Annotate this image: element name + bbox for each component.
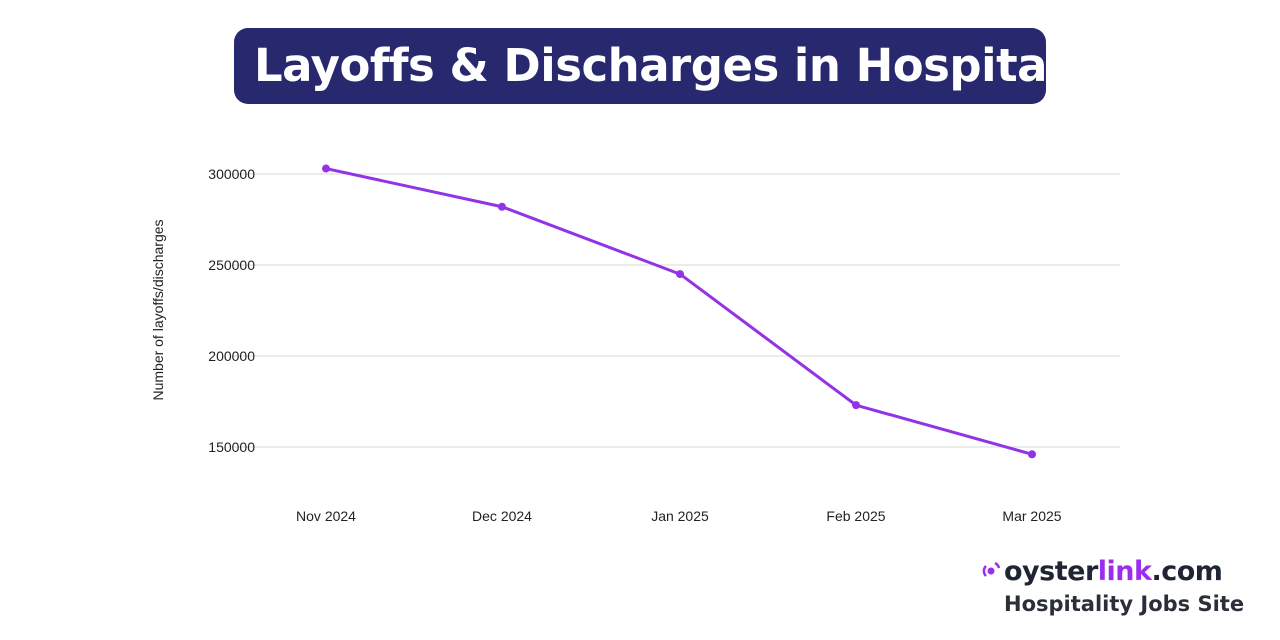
x-tick-label: Dec 2024	[472, 508, 532, 524]
data-point	[676, 270, 684, 279]
data-point	[322, 164, 330, 173]
title-banner: Layoffs & Discharges in Hospitality	[234, 28, 1127, 104]
logo-prefix: oyster	[1004, 556, 1098, 587]
logo-tagline: Hospitality Jobs Site	[1004, 592, 1245, 616]
y-tick-label: 300000	[208, 166, 255, 182]
signal-icon	[982, 561, 1001, 577]
x-tick-label: Mar 2025	[1002, 508, 1061, 524]
logo-suffix: .com	[1151, 556, 1223, 587]
data-point	[498, 202, 506, 211]
chart-title: Layoffs & Discharges in Hospitality	[254, 39, 1127, 92]
x-tick-label: Jan 2025	[651, 508, 709, 524]
x-tick-label: Nov 2024	[296, 508, 356, 524]
logo-accent: link	[1097, 556, 1152, 587]
y-tick-label: 250000	[208, 257, 255, 273]
y-axis-label: Number of layoffs/discharges	[150, 219, 166, 400]
data-point	[852, 401, 860, 410]
x-tick-label: Feb 2025	[826, 508, 885, 524]
y-tick-label: 200000	[208, 348, 255, 364]
series-line	[325, 167, 1033, 456]
y-tick-label: 150000	[208, 439, 255, 455]
data-point	[1028, 450, 1036, 459]
